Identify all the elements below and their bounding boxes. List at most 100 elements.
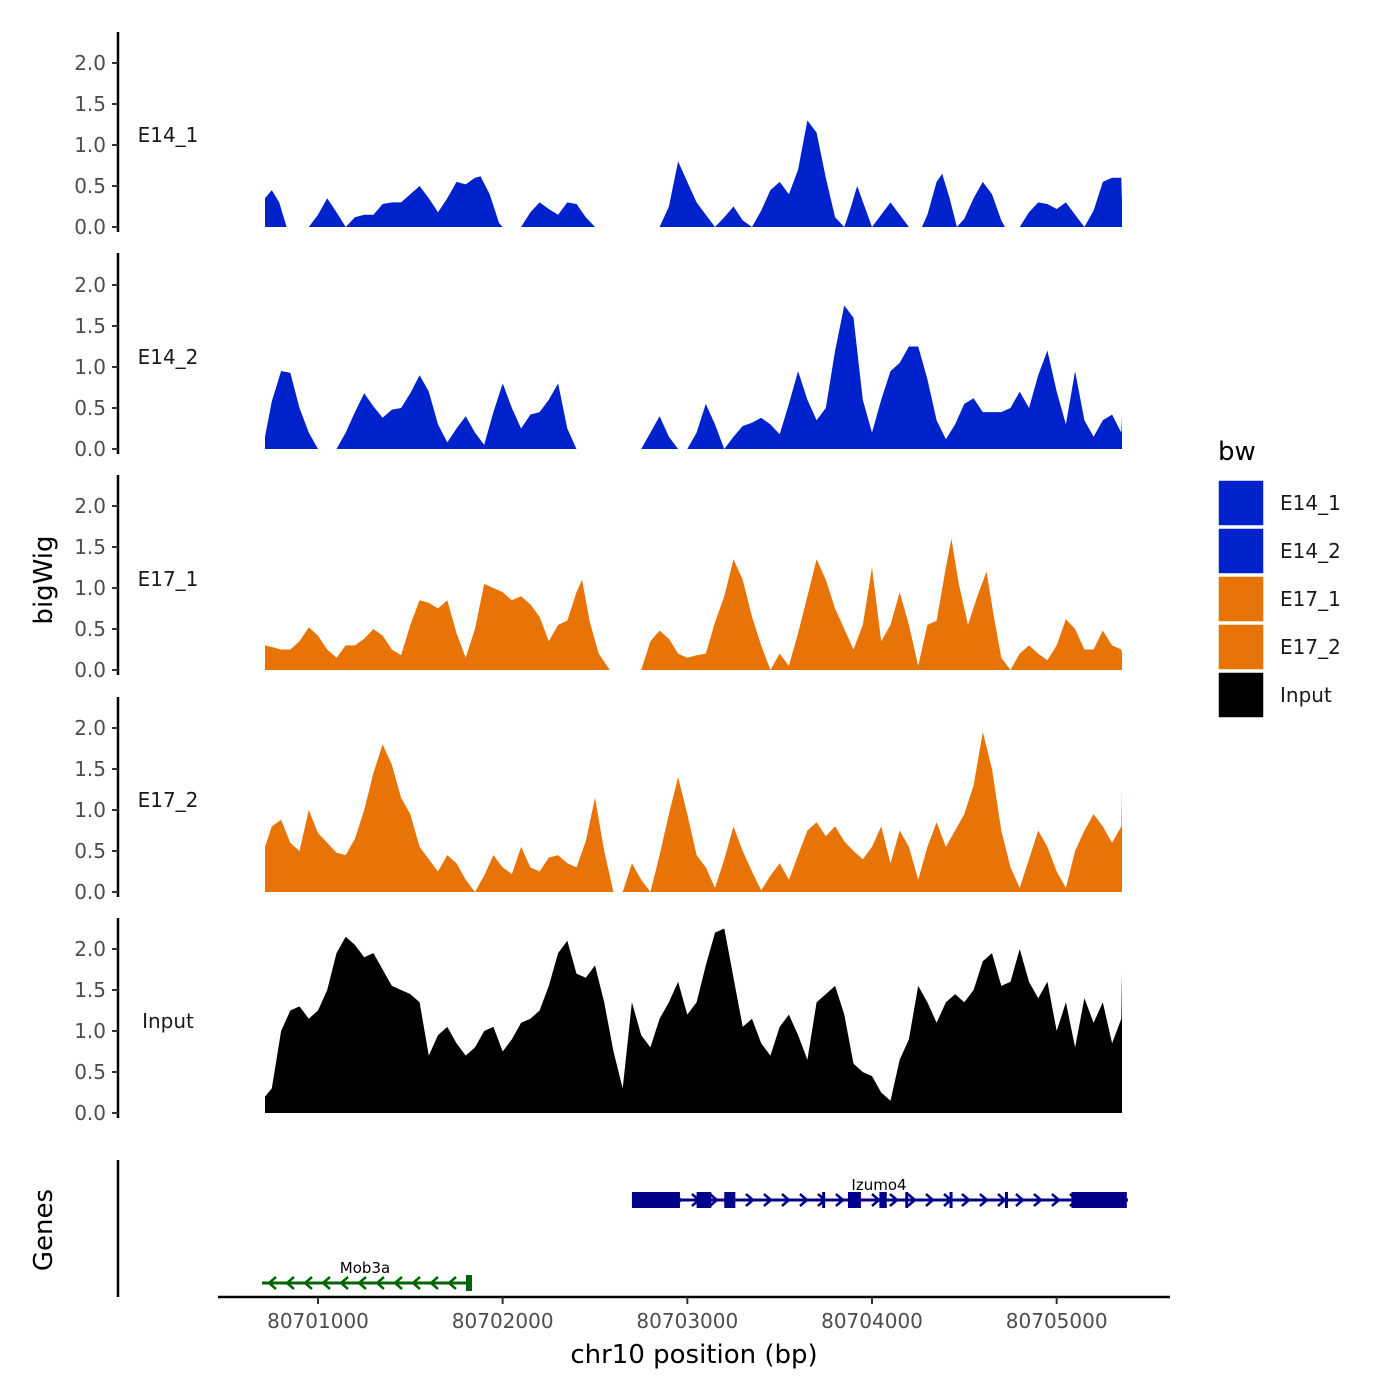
y-tick-label: 0.0 (74, 215, 106, 239)
x-tick-label: 80705000 (1006, 1309, 1108, 1333)
legend-title: bw (1218, 437, 1256, 467)
exon (1071, 1192, 1127, 1208)
x-tick-label: 80702000 (452, 1309, 554, 1333)
legend-item-E17_2: E17_2 (1217, 623, 1341, 671)
strand-arrow (925, 1193, 935, 1207)
genes-axis-title: Genes (29, 1189, 59, 1271)
strand-arrow (1033, 1193, 1043, 1207)
track-label: E17_2 (138, 788, 199, 812)
y-tick-label: 1.5 (74, 92, 106, 116)
legend-swatch (1217, 479, 1265, 527)
genes-panel: Izumo4 Mob3a (116, 1160, 1128, 1297)
exon (466, 1275, 472, 1291)
strand-arrow (835, 1193, 845, 1207)
exon (879, 1192, 887, 1208)
y-tick-label: 0.0 (74, 658, 106, 682)
track-E17_2: 0.0 0.5 1.0 1.5 2.0 E17_2 (74, 697, 1122, 904)
legend: bw E14_1 E14_2 E17_1 E17_2 Input (1217, 437, 1341, 719)
legend-label: E17_1 (1280, 587, 1341, 611)
y-tick-label: 0.5 (74, 174, 106, 198)
legend-label: E14_2 (1280, 539, 1341, 563)
y-tick-label: 0.5 (74, 839, 106, 863)
x-axis-title: chr10 position (bp) (570, 1340, 817, 1370)
x-tick-label: 80704000 (821, 1309, 923, 1333)
legend-item-Input: Input (1217, 671, 1332, 719)
y-tick-label: 1.5 (74, 978, 106, 1002)
strand-arrow (709, 1193, 719, 1207)
gene-Izumo4: Izumo4 (631, 1176, 1128, 1208)
strand-arrow (321, 1276, 331, 1290)
strand-arrow (285, 1276, 295, 1290)
exon (1004, 1192, 1008, 1208)
y-tick-label: 2.0 (74, 937, 106, 961)
strand-arrow (799, 1193, 809, 1207)
legend-swatch (1217, 575, 1265, 623)
legend-swatch (1217, 623, 1265, 671)
y-tick-label: 1.0 (74, 133, 106, 157)
track-Input: 0.0 0.5 1.0 1.5 2.0 Input (74, 918, 1122, 1125)
track-E14_1: 0.0 0.5 1.0 1.5 2.0 E14_1 (74, 32, 1122, 239)
y-tick-label: 1.5 (74, 314, 106, 338)
track-label: E17_1 (138, 567, 199, 591)
y-tick-label: 2.0 (74, 494, 106, 518)
gene-label: Mob3a (340, 1259, 390, 1277)
strand-arrow (1051, 1193, 1061, 1207)
exon (631, 1192, 680, 1208)
strand-arrow (357, 1276, 367, 1290)
gene-Mob3a: Mob3a (262, 1259, 472, 1291)
y-axis-title: bigWig (29, 535, 59, 624)
legend-item-E14_1: E14_1 (1217, 479, 1341, 527)
y-tick-label: 2.0 (74, 716, 106, 740)
track-label: E14_2 (138, 345, 199, 369)
strand-arrow (393, 1276, 403, 1290)
strand-arrow (411, 1276, 421, 1290)
strand-arrow (997, 1193, 1007, 1207)
strand-arrow (429, 1276, 439, 1290)
strand-arrow (339, 1276, 349, 1290)
y-tick-label: 1.0 (74, 798, 106, 822)
strand-arrow (871, 1193, 881, 1207)
exon (724, 1192, 736, 1208)
legend-label: E14_1 (1280, 491, 1341, 515)
strand-arrow (781, 1193, 791, 1207)
legend-label: E17_2 (1280, 635, 1341, 659)
y-tick-label: 0.5 (74, 396, 106, 420)
strand-arrow (889, 1193, 899, 1207)
area-series-E17_2 (265, 732, 1122, 892)
track-label: E14_1 (138, 123, 199, 147)
track-E14_2: 0.0 0.5 1.0 1.5 2.0 E14_2 (74, 253, 1122, 461)
area-series-Input (265, 928, 1122, 1113)
strand-arrow (303, 1276, 313, 1290)
strand-arrow (447, 1276, 457, 1290)
gene-label: Izumo4 (851, 1176, 906, 1194)
y-tick-label: 2.0 (74, 273, 106, 297)
strand-arrow (907, 1193, 917, 1207)
exon (822, 1192, 826, 1208)
strand-arrow (745, 1193, 755, 1207)
strand-arrow (1015, 1193, 1025, 1207)
y-tick-label: 1.0 (74, 1019, 106, 1043)
y-tick-label: 0.0 (74, 437, 106, 461)
y-tick-label: 0.0 (74, 880, 106, 904)
legend-label: Input (1280, 683, 1332, 707)
x-tick-label: 80701000 (267, 1309, 369, 1333)
strand-arrow (763, 1193, 773, 1207)
exon (949, 1192, 953, 1208)
exon (905, 1192, 909, 1208)
y-tick-label: 0.5 (74, 1060, 106, 1084)
y-tick-label: 1.0 (74, 576, 106, 600)
x-tick-label: 80703000 (636, 1309, 738, 1333)
area-series-E14_2 (265, 305, 1122, 449)
strand-arrow (267, 1276, 277, 1290)
strand-arrow (979, 1193, 989, 1207)
y-tick-label: 1.5 (74, 535, 106, 559)
exon (847, 1192, 861, 1208)
area-series-E14_1 (265, 120, 1122, 227)
legend-item-E14_2: E14_2 (1217, 527, 1341, 575)
y-tick-label: 2.0 (74, 51, 106, 75)
area-series-E17_1 (265, 526, 1122, 670)
track-label: Input (142, 1009, 194, 1033)
y-tick-label: 0.0 (74, 1101, 106, 1125)
exon (696, 1192, 712, 1208)
